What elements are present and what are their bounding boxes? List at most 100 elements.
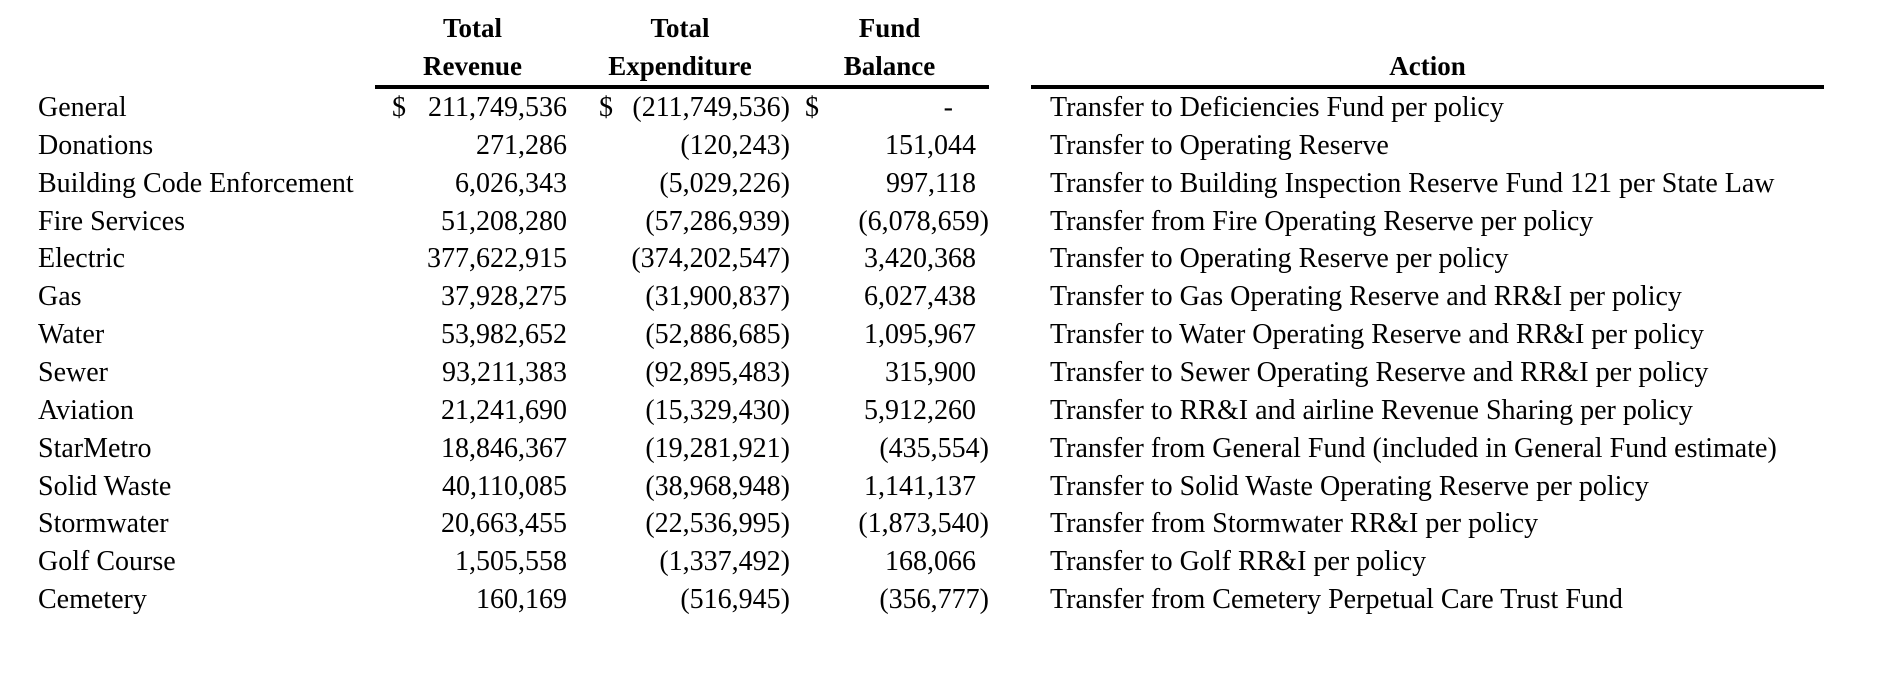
- fund-balance-value: (6,078,659): [858, 205, 989, 237]
- action-text: Transfer from General Fund (included in …: [1050, 432, 1777, 464]
- action-text: Transfer to RR&I and airline Revenue Sha…: [1050, 394, 1693, 426]
- total-revenue-value: 211,749,536: [428, 92, 567, 123]
- fund-balance-cell: 1,095,967: [790, 316, 989, 354]
- fund-balance-cell: (356,777): [790, 581, 989, 619]
- fund-name: Solid Waste: [38, 470, 172, 502]
- total-revenue-value: 377,622,915: [427, 243, 567, 275]
- total-expenditure-value: (52,886,685): [645, 319, 790, 351]
- fund-balance-cell: (6,078,659): [790, 203, 989, 241]
- column-header-total-expenditure: Total Expenditure: [580, 9, 780, 85]
- total-revenue-value: 51,208,280: [441, 205, 567, 237]
- table-row: Cemetery 160,169 (516,945) (356,777) Tra…: [0, 581, 1891, 619]
- currency-symbol: $: [805, 92, 819, 123]
- total-expenditure-cell: (120,243): [580, 127, 790, 165]
- total-revenue-value: 1,505,558: [455, 546, 567, 578]
- fund-balance-value: -: [943, 92, 953, 123]
- total-expenditure-cell: (31,900,837): [580, 278, 790, 316]
- total-revenue-cell: $211,749,536: [380, 89, 580, 127]
- fund-balance-value: 997,118: [886, 167, 976, 199]
- table-row: Water 53,982,652 (52,886,685) 1,095,967 …: [0, 316, 1891, 354]
- total-revenue-cell: 93,211,383: [380, 354, 580, 392]
- fund-balance-value: 5,912,260: [864, 394, 976, 426]
- table-row: Sewer 93,211,383 (92,895,483) 315,900 Tr…: [0, 354, 1891, 392]
- fund-balance-cell: 5,912,260: [790, 392, 989, 430]
- total-expenditure-cell: (19,281,921): [580, 430, 790, 468]
- header-line: Action: [1389, 51, 1466, 81]
- fund-name: Sewer: [38, 357, 108, 389]
- total-expenditure-value: (31,900,837): [645, 281, 790, 313]
- total-revenue-cell: 160,169: [380, 581, 580, 619]
- total-revenue-value: 93,211,383: [442, 357, 567, 389]
- table-row: Solid Waste 40,110,085 (38,968,948) 1,14…: [0, 468, 1891, 506]
- total-revenue-cell: 40,110,085: [380, 468, 580, 506]
- total-expenditure-value: (57,286,939): [645, 205, 790, 237]
- fund-name: General: [38, 92, 127, 123]
- total-revenue-value: 21,241,690: [441, 394, 567, 426]
- total-expenditure-value: (120,243): [680, 129, 790, 161]
- numeric-columns-underline: [375, 85, 989, 89]
- total-expenditure-cell: (22,536,995): [580, 505, 790, 543]
- table-row: Aviation 21,241,690 (15,329,430) 5,912,2…: [0, 392, 1891, 430]
- total-revenue-value: 40,110,085: [442, 470, 567, 502]
- total-revenue-value: 20,663,455: [441, 508, 567, 540]
- fund-balance-cell: 168,066: [790, 543, 989, 581]
- total-expenditure-value: (374,202,547): [631, 243, 790, 275]
- fund-balance-value: 1,141,137: [864, 470, 976, 502]
- table-row: Donations 271,286 (120,243) 151,044 Tran…: [0, 127, 1891, 165]
- total-revenue-cell: 1,505,558: [380, 543, 580, 581]
- fund-balance-value: 151,044: [885, 129, 976, 161]
- currency-symbol: $: [392, 92, 406, 123]
- header-line: Revenue: [423, 51, 522, 81]
- total-revenue-cell: 6,026,343: [380, 165, 580, 203]
- fund-name: StarMetro: [38, 432, 152, 464]
- total-expenditure-value: (1,337,492): [659, 546, 790, 578]
- action-text: Transfer to Golf RR&I per policy: [1050, 546, 1427, 578]
- total-revenue-value: 6,026,343: [455, 167, 567, 199]
- total-expenditure-cell: (15,329,430): [580, 392, 790, 430]
- action-text: Transfer to Solid Waste Operating Reserv…: [1050, 470, 1649, 502]
- total-expenditure-cell: (374,202,547): [580, 240, 790, 278]
- table-row: General $211,749,536 $ (211,749,536) $ - T…: [0, 89, 1891, 127]
- action-column-underline: [1031, 85, 1824, 89]
- total-revenue-cell: 271,286: [380, 127, 580, 165]
- fund-name: Donations: [38, 129, 154, 161]
- fund-balance-value: 6,027,438: [864, 281, 976, 313]
- total-expenditure-value: (22,536,995): [645, 508, 790, 540]
- table-row: StarMetro 18,846,367 (19,281,921) (435,5…: [0, 430, 1891, 468]
- table-row: Fire Services 51,208,280 (57,286,939) (6…: [0, 203, 1891, 241]
- total-expenditure-cell: (38,968,948): [580, 468, 790, 506]
- total-expenditure-value: (92,895,483): [645, 357, 790, 389]
- action-text: Transfer to Gas Operating Reserve and RR…: [1050, 281, 1682, 313]
- fund-name: Golf Course: [38, 546, 176, 578]
- fund-balance-cell: 3,420,368: [790, 240, 989, 278]
- column-header-total-revenue: Total Revenue: [375, 9, 570, 85]
- currency-symbol: $: [599, 92, 613, 123]
- total-expenditure-value: (19,281,921): [645, 432, 790, 464]
- fund-balance-cell: (435,554): [790, 430, 989, 468]
- total-expenditure-cell: (52,886,685): [580, 316, 790, 354]
- total-revenue-value: 53,982,652: [441, 319, 567, 351]
- header-line: Total: [650, 13, 710, 43]
- fund-name: Water: [38, 319, 105, 351]
- column-header-fund-balance: Fund Balance: [790, 9, 989, 85]
- header-line: Balance: [843, 51, 936, 81]
- fund-balance-cell: (1,873,540): [790, 505, 989, 543]
- fund-balance-cell: 997,118: [790, 165, 989, 203]
- total-revenue-cell: 53,982,652: [380, 316, 580, 354]
- fund-name: Cemetery: [38, 584, 147, 616]
- total-expenditure-value: (5,029,226): [659, 167, 790, 199]
- fund-name: Stormwater: [38, 508, 169, 540]
- action-text: Transfer from Cemetery Perpetual Care Tr…: [1050, 584, 1623, 616]
- fund-name: Electric: [38, 243, 126, 275]
- action-text: Transfer to Deficiencies Fund per policy: [1050, 92, 1504, 123]
- header-line: Total: [442, 13, 503, 43]
- total-revenue-value: 160,169: [476, 584, 567, 616]
- fund-balance-cell: 1,141,137: [790, 468, 989, 506]
- fund-balance-cell: 315,900: [790, 354, 989, 392]
- fund-name: Aviation: [38, 394, 134, 426]
- fund-balance-value: 168,066: [885, 546, 976, 578]
- action-text: Transfer to Operating Reserve per policy: [1050, 243, 1509, 275]
- table-row: Stormwater 20,663,455 (22,536,995) (1,87…: [0, 505, 1891, 543]
- table-body: General $211,749,536 $ (211,749,536) $ - T…: [0, 89, 1891, 619]
